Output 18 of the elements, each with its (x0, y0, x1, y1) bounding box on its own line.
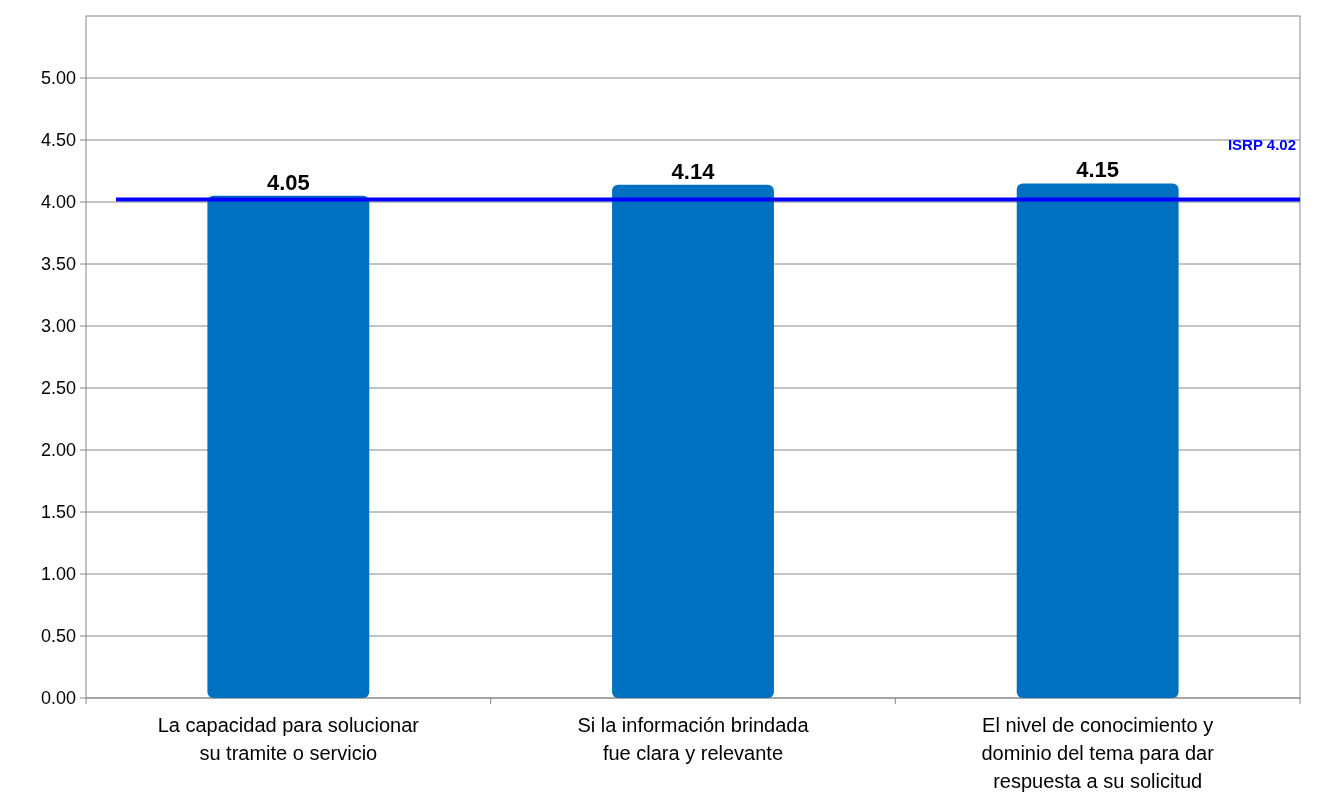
x-tick-label: Si la información brindada fue clara y relevante (577, 714, 810, 764)
y-tick-label: 3.00 (40, 316, 76, 337)
data-label: 4.14 (671, 158, 716, 184)
y-tick-label: 2.00 (40, 440, 76, 461)
ref-line-label: ISRP 4.02 (1227, 135, 1296, 153)
y-tick-label: 4.00 (40, 192, 76, 213)
x-tick-label: La capacidad para solucionar su tramite o servicio (157, 714, 420, 764)
y-tick-label: 2.50 (40, 378, 76, 399)
y-tick-label: 4.50 (40, 130, 76, 151)
x-tick-label: El nivel de conocimiento y dominio del tema para dar respuesta a su solicitud (981, 714, 1215, 792)
y-tick-label: 0.50 (40, 626, 76, 647)
y-tick-label: 1.50 (40, 502, 76, 523)
y-tick-label: 1.00 (40, 564, 76, 585)
y-tick-label: 3.50 (40, 254, 76, 275)
y-tick-label: 5.00 (40, 68, 76, 89)
data-label: 4.15 (1076, 157, 1120, 183)
data-label: 4.05 (266, 169, 310, 195)
y-tick-label: 0.00 (40, 688, 76, 709)
